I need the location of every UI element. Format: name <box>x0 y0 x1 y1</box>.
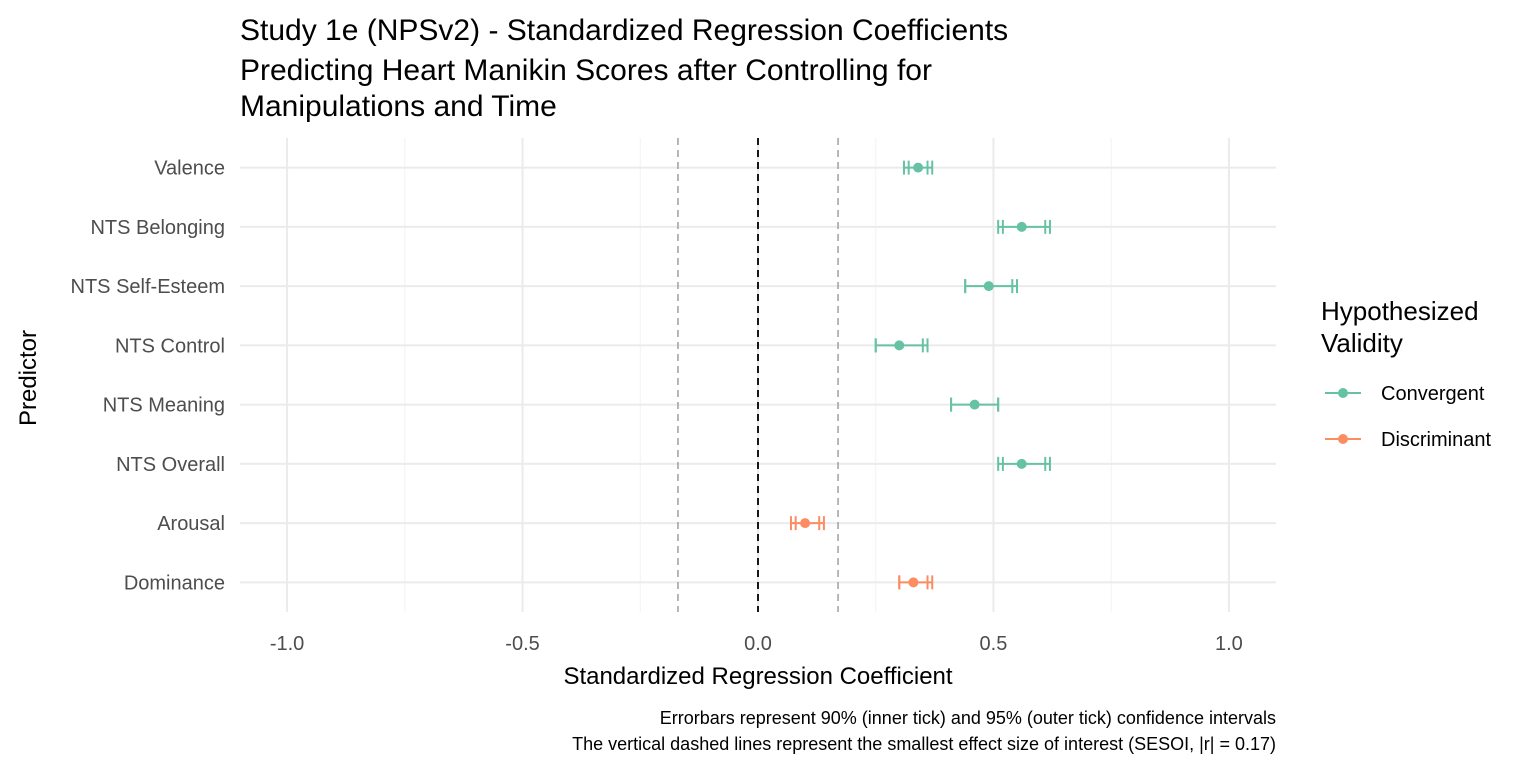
legend-label: Convergent <box>1381 383 1485 405</box>
chart-title-line-3: Manipulations and Time <box>240 90 557 123</box>
errorbar-valence <box>902 160 934 175</box>
chart-title-line-2: Predicting Heart Manikin Scores after Co… <box>240 54 932 87</box>
y-tick-label: NTS Belonging <box>90 217 225 239</box>
grid-minor <box>404 138 1112 612</box>
point-estimate <box>983 281 994 292</box>
y-tick-label: Valence <box>154 158 225 180</box>
legend: Hypothesized Validity Convergent Discrimi… <box>1321 296 1491 451</box>
point-estimate <box>1016 221 1027 232</box>
x-axis-title: Standardized Regression Coefficient <box>563 663 952 690</box>
y-tick-label: Dominance <box>124 572 225 594</box>
x-tick-label: 0.0 <box>744 633 772 655</box>
legend-title-line-2: Validity <box>1321 328 1403 358</box>
caption-line-2: The vertical dashed lines represent the … <box>572 734 1276 754</box>
x-tick-label: -1.0 <box>270 633 304 655</box>
legend-title-line-1: Hypothesized <box>1321 296 1479 326</box>
chart-title: Study 1e (NPSv2) - Standardized Regressi… <box>240 14 1008 123</box>
reference-lines <box>677 138 839 612</box>
legend-entries: Convergent Discriminant <box>1325 383 1491 451</box>
legend-key-point <box>1338 434 1348 444</box>
x-tick-label: 1.0 <box>1215 633 1243 655</box>
point-estimate <box>1016 458 1027 469</box>
y-tick-label: NTS Self-Esteem <box>71 276 225 298</box>
y-tick-label: NTS Control <box>115 335 225 357</box>
errorbar-nts-belonging <box>997 219 1051 234</box>
x-tick-label: 0.5 <box>980 633 1008 655</box>
errorbar-arousal <box>789 516 825 531</box>
x-tick-label: -0.5 <box>505 633 539 655</box>
point-estimate <box>913 162 924 173</box>
point-estimate <box>894 340 905 351</box>
errorbar-nts-self-esteem <box>964 279 1018 294</box>
data-marks <box>789 160 1051 590</box>
point-estimate <box>908 577 919 588</box>
caption-line-1: Errorbars represent 90% (inner tick) and… <box>660 708 1276 728</box>
errorbar-dominance <box>898 575 934 590</box>
errorbar-nts-overall <box>997 456 1051 471</box>
point-estimate <box>969 399 980 410</box>
errorbar-nts-control <box>874 338 929 353</box>
x-tick-labels: -1.0 -0.5 0.0 0.5 1.0 <box>270 633 1243 655</box>
y-tick-label: NTS Overall <box>116 454 225 476</box>
legend-label: Discriminant <box>1381 429 1491 451</box>
y-tick-label: NTS Meaning <box>103 395 225 417</box>
y-tick-labels: Valence NTS Belonging NTS Self-Esteem NTS C… <box>71 158 225 595</box>
y-tick-label: Arousal <box>157 513 225 535</box>
y-axis-title: Predictor <box>15 330 42 426</box>
chart-title-line-1: Study 1e (NPSv2) - Standardized Regressi… <box>240 14 1008 47</box>
errorbar-nts-meaning <box>950 397 1000 412</box>
point-estimate <box>800 518 811 529</box>
legend-key-point <box>1338 388 1348 398</box>
